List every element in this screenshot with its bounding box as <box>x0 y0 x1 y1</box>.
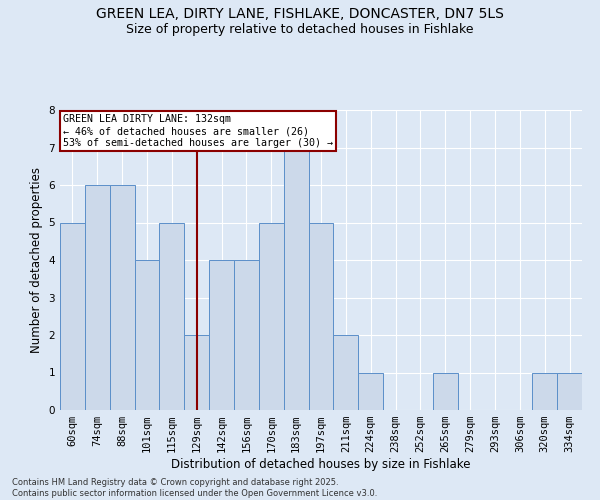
Bar <box>234 260 259 410</box>
Bar <box>358 372 383 410</box>
Text: GREEN LEA DIRTY LANE: 132sqm
← 46% of detached houses are smaller (26)
53% of se: GREEN LEA DIRTY LANE: 132sqm ← 46% of de… <box>62 114 332 148</box>
Y-axis label: Number of detached properties: Number of detached properties <box>30 167 43 353</box>
Bar <box>433 372 458 410</box>
Bar <box>85 185 110 410</box>
Bar <box>259 222 284 410</box>
Bar <box>60 222 85 410</box>
Bar <box>134 260 160 410</box>
Bar <box>284 148 308 410</box>
Bar <box>160 222 184 410</box>
Text: Size of property relative to detached houses in Fishlake: Size of property relative to detached ho… <box>126 22 474 36</box>
X-axis label: Distribution of detached houses by size in Fishlake: Distribution of detached houses by size … <box>171 458 471 471</box>
Bar <box>209 260 234 410</box>
Bar <box>184 335 209 410</box>
Text: GREEN LEA, DIRTY LANE, FISHLAKE, DONCASTER, DN7 5LS: GREEN LEA, DIRTY LANE, FISHLAKE, DONCAST… <box>96 8 504 22</box>
Bar <box>557 372 582 410</box>
Bar <box>334 335 358 410</box>
Bar <box>110 185 134 410</box>
Text: Contains HM Land Registry data © Crown copyright and database right 2025.
Contai: Contains HM Land Registry data © Crown c… <box>12 478 377 498</box>
Bar <box>532 372 557 410</box>
Bar <box>308 222 334 410</box>
